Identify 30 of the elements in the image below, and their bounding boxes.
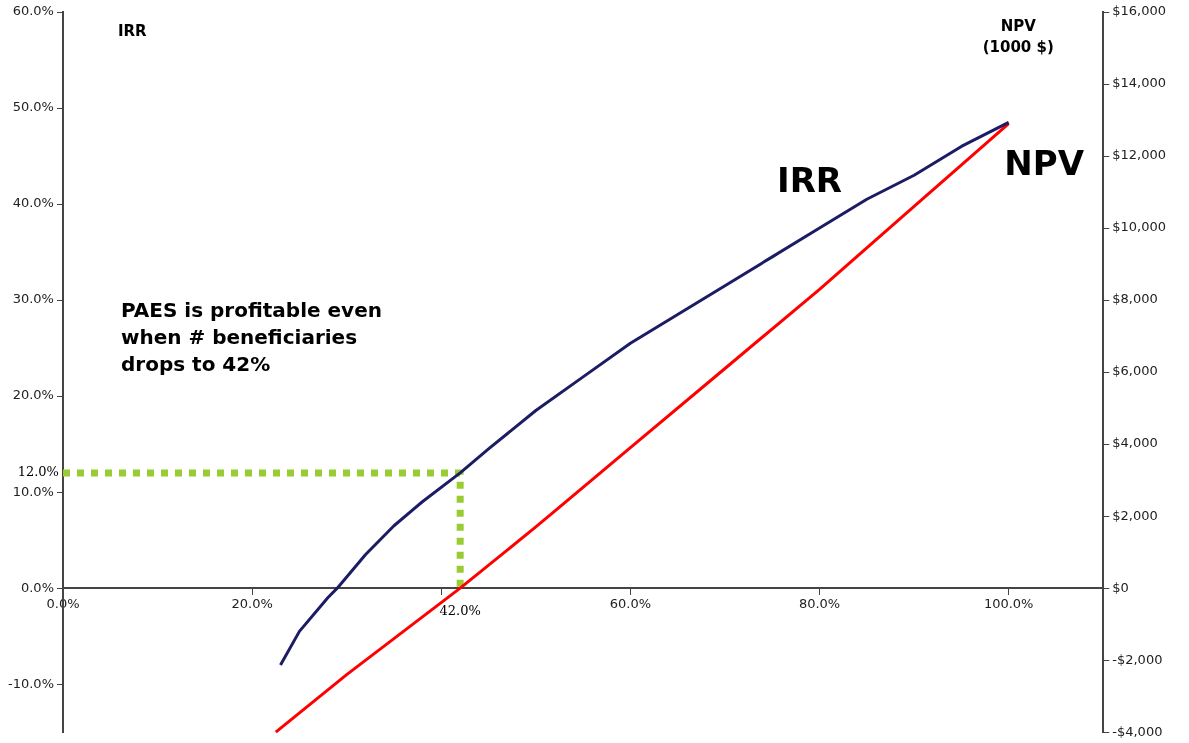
series-label: NPV	[1004, 143, 1085, 184]
x-tick-label: 20.0%	[231, 596, 273, 612]
y-tick-label: 20.0%	[12, 387, 54, 403]
y-tick-label: 40.0%	[12, 195, 54, 211]
y2-tick-label: $16,000	[1112, 3, 1167, 19]
y2-tick-label: $12,000	[1112, 147, 1167, 163]
y-tick-label: 50.0%	[12, 99, 54, 115]
annotation: 42.0%	[439, 603, 481, 619]
y2-tick-label: $2,000	[1112, 507, 1158, 523]
y-tick-label: 10.0%	[12, 483, 54, 499]
y2-tick-label: $6,000	[1112, 363, 1158, 379]
x-tick-label: 80.0%	[798, 596, 841, 612]
series-label: IRR	[777, 159, 843, 200]
y2-tick-label: $14,000	[1112, 75, 1167, 91]
x-tick-label: 100.0%	[983, 596, 1034, 612]
x-tick-label: 60.0%	[609, 596, 652, 612]
y2-tick-label: $8,000	[1112, 291, 1158, 307]
y2-tick-label: -$4,000	[1112, 723, 1163, 739]
y2-tick-label: $10,000	[1112, 219, 1167, 235]
y-tick-label: 30.0%	[12, 291, 54, 307]
y-tick-label: -10.0%	[7, 675, 54, 691]
y-tick-label: 60.0%	[12, 3, 54, 19]
annotation: 12.0%	[17, 464, 59, 480]
y2-tick-label: $0	[1112, 579, 1129, 595]
y2-tick-label: $4,000	[1112, 435, 1158, 451]
y-tick-label: 0.0%	[20, 579, 54, 595]
y2-tick-label: -$2,000	[1112, 651, 1163, 667]
annotation: PAES is profitable even when # beneficiaries drops to 42%	[120, 298, 382, 377]
y-axis-title: IRR	[117, 21, 148, 40]
y2-axis-title: NPV (1000 $)	[982, 16, 1054, 56]
